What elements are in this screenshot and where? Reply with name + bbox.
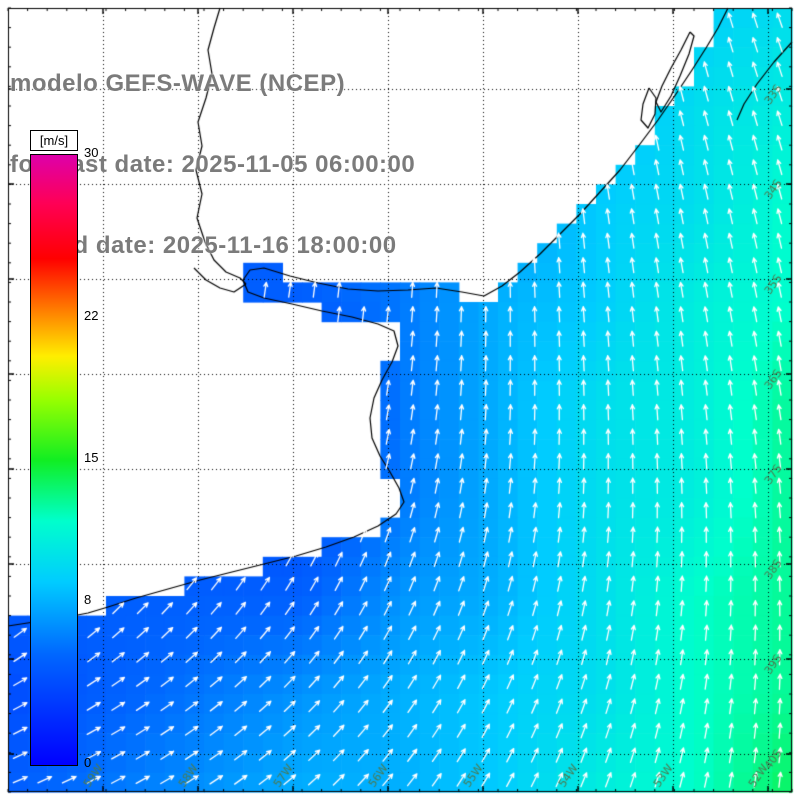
colorbar-unit-label: [m/s] (30, 130, 78, 151)
colorbar-gradient (30, 154, 78, 766)
colorbar-tick-label: 22 (84, 307, 99, 323)
colorbar-tick-label: 8 (84, 592, 92, 608)
colorbar-tick-label: 30 (84, 145, 99, 160)
colorbar: [m/s] 30 22 15 8 0 (30, 130, 140, 770)
model-title: modelo GEFS-WAVE (NCEP) (10, 70, 346, 97)
colorbar-ticks: 30 22 15 8 0 (84, 145, 124, 770)
colorbar-tick-label: 0 (84, 755, 92, 770)
colorbar-tick-label: 15 (84, 450, 99, 465)
